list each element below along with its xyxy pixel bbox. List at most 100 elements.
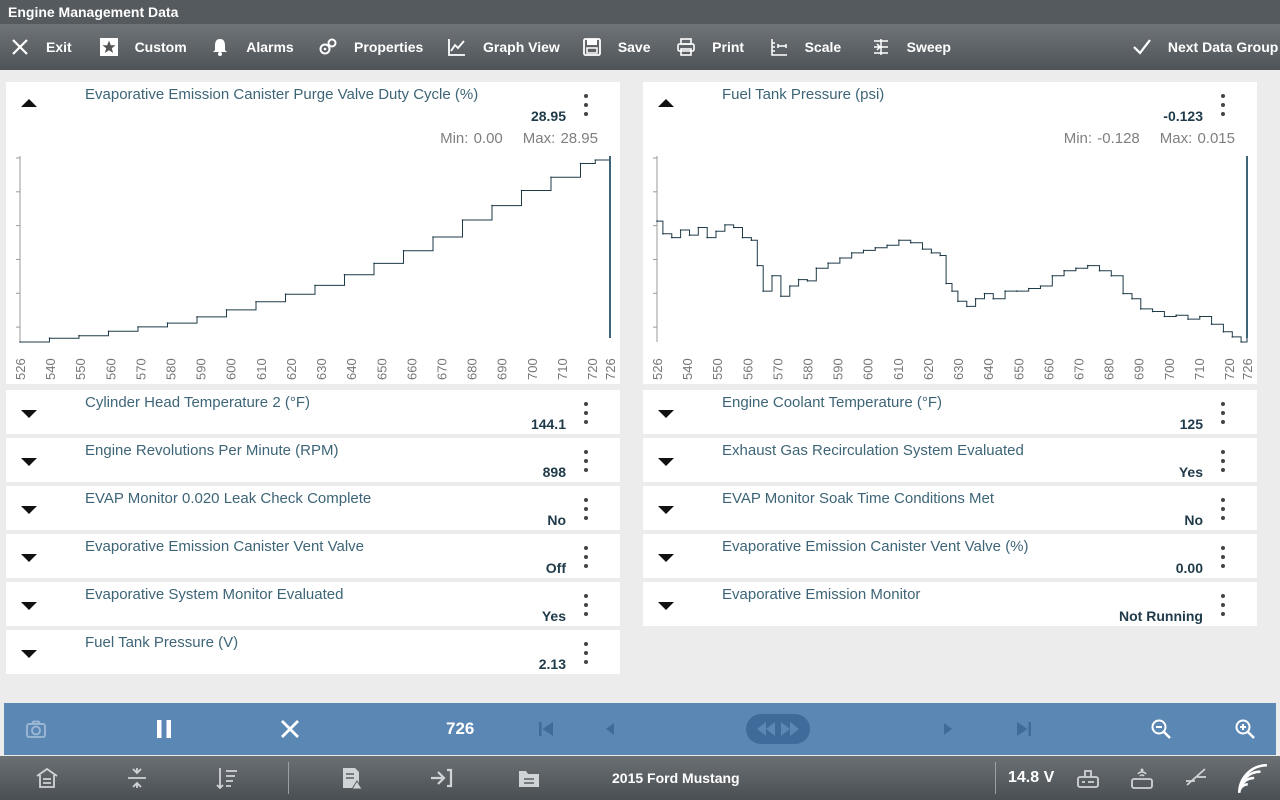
saved-data-button[interactable] xyxy=(514,756,544,800)
data-point xyxy=(402,250,405,252)
x-tick-label: 620 xyxy=(284,358,299,380)
print-button[interactable]: Print xyxy=(674,24,766,70)
step-forward-button[interactable] xyxy=(934,703,962,755)
properties-button[interactable]: Properties xyxy=(316,24,445,70)
connection-status-button[interactable] xyxy=(1180,756,1212,800)
data-point xyxy=(1016,290,1018,292)
data-point xyxy=(671,236,673,239)
data-row[interactable]: Evaporative Emission Canister Vent Valve… xyxy=(643,534,1257,578)
scale-button[interactable]: Scale xyxy=(767,24,869,70)
zoom-in-button[interactable] xyxy=(1230,703,1260,755)
data-point xyxy=(732,226,735,229)
last-frame-button[interactable] xyxy=(1010,703,1038,755)
expand-icon[interactable] xyxy=(21,410,37,418)
expand-icon[interactable] xyxy=(21,602,37,610)
data-row-label: Fuel Tank Pressure (V) xyxy=(85,634,239,651)
graph-panel-purge-duty: Evaporative Emission Canister Purge Valv… xyxy=(6,82,620,384)
save-button[interactable]: Save xyxy=(580,24,674,70)
collapse-icon[interactable] xyxy=(658,99,674,107)
more-options-icon[interactable] xyxy=(582,402,590,424)
collapse-icon[interactable] xyxy=(21,99,37,107)
data-point xyxy=(939,254,941,257)
graph-title: Evaporative Emission Canister Purge Valv… xyxy=(85,86,479,103)
clear-button[interactable] xyxy=(274,703,306,755)
expand-icon[interactable] xyxy=(658,506,674,514)
data-row[interactable]: Engine Revolutions Per Minute (RPM) 898 xyxy=(6,438,620,482)
more-options-icon[interactable] xyxy=(582,450,590,472)
data-row-value: 898 xyxy=(542,464,566,480)
more-options-icon[interactable] xyxy=(1219,546,1227,568)
data-row[interactable]: Engine Coolant Temperature (°F) 125 xyxy=(643,390,1257,434)
data-row[interactable]: Evaporative Emission Monitor Not Running xyxy=(643,582,1257,626)
folder-icon xyxy=(519,771,539,787)
data-row[interactable]: Evaporative Emission Canister Vent Valve… xyxy=(6,534,620,578)
data-row[interactable]: EVAP Monitor Soak Time Conditions Met No xyxy=(643,486,1257,530)
zoom-out-button[interactable] xyxy=(1146,703,1176,755)
pause-button[interactable] xyxy=(148,703,180,755)
wireless-device-icon xyxy=(1131,768,1153,789)
expand-icon[interactable] xyxy=(658,554,674,562)
rewind-fastforward-control[interactable] xyxy=(746,703,810,755)
step-back-button[interactable] xyxy=(596,703,624,755)
alarms-button[interactable]: Alarms xyxy=(208,24,316,70)
data-point xyxy=(930,252,933,254)
expand-icon[interactable] xyxy=(21,554,37,562)
custom-button[interactable]: Custom xyxy=(97,24,209,70)
more-options-icon[interactable] xyxy=(1219,402,1227,424)
expand-collapse-button[interactable] xyxy=(122,756,152,800)
home-icon xyxy=(36,767,58,788)
wifi-signal-icon xyxy=(1237,763,1267,794)
graph-value: 28.95 xyxy=(530,108,566,124)
x-tick-label: 700 xyxy=(1162,358,1177,380)
more-options-icon[interactable] xyxy=(582,498,590,520)
expand-icon[interactable] xyxy=(21,506,37,514)
data-row[interactable]: Fuel Tank Pressure (V) 2.13 xyxy=(6,630,620,674)
vci-button[interactable] xyxy=(1072,756,1104,800)
data-point xyxy=(1175,314,1177,317)
graph-title: Fuel Tank Pressure (psi) xyxy=(722,86,885,103)
home-button[interactable] xyxy=(32,756,62,800)
first-frame-button[interactable] xyxy=(532,703,560,755)
rewind-fastforward-icon xyxy=(746,714,810,744)
wifi-button[interactable] xyxy=(1232,756,1272,800)
data-row[interactable]: EVAP Monitor 0.020 Leak Check Complete N… xyxy=(6,486,620,530)
more-options-icon[interactable] xyxy=(1219,94,1227,116)
expand-icon[interactable] xyxy=(658,458,674,466)
data-row[interactable]: Cylinder Head Temperature 2 (°F) 144.1 xyxy=(6,390,620,434)
report-button[interactable] xyxy=(336,756,366,800)
x-tick-label: 640 xyxy=(981,358,996,380)
x-tick-label: 570 xyxy=(133,358,148,380)
more-options-icon[interactable] xyxy=(582,94,590,116)
x-tick-label: 550 xyxy=(710,358,725,380)
step-forward-icon xyxy=(944,723,952,735)
data-point xyxy=(874,247,877,249)
exit-button[interactable]: Exit xyxy=(8,24,97,70)
x-tick-label: 710 xyxy=(1192,358,1207,380)
camera-button[interactable] xyxy=(20,703,52,755)
next-data-group-button[interactable]: Next Data Group xyxy=(1130,24,1280,70)
separator xyxy=(288,762,289,794)
more-options-icon[interactable] xyxy=(1219,498,1227,520)
skip-to-end-icon xyxy=(1017,722,1031,736)
data-point xyxy=(1199,315,1201,318)
expand-icon[interactable] xyxy=(658,602,674,610)
expand-icon[interactable] xyxy=(21,650,37,658)
expand-icon[interactable] xyxy=(21,458,37,466)
data-point xyxy=(724,224,726,226)
x-tick-label: 610 xyxy=(891,358,906,380)
more-options-icon[interactable] xyxy=(1219,450,1227,472)
sort-button[interactable] xyxy=(212,756,242,800)
more-options-icon[interactable] xyxy=(582,594,590,616)
expand-icon[interactable] xyxy=(658,410,674,418)
more-options-icon[interactable] xyxy=(582,642,590,664)
data-row[interactable]: Evaporative System Monitor Evaluated Yes xyxy=(6,582,620,626)
more-options-icon[interactable] xyxy=(582,546,590,568)
graph-view-button[interactable]: Graph View xyxy=(445,24,580,70)
data-transfer-button[interactable] xyxy=(426,756,456,800)
data-row-label: Engine Revolutions Per Minute (RPM) xyxy=(85,442,339,459)
sweep-button[interactable]: Sweep xyxy=(869,24,992,70)
more-options-icon[interactable] xyxy=(1219,594,1227,616)
wireless-vci-button[interactable] xyxy=(1126,756,1158,800)
zoom-in-icon xyxy=(1235,719,1255,739)
data-row[interactable]: Exhaust Gas Recirculation System Evaluat… xyxy=(643,438,1257,482)
